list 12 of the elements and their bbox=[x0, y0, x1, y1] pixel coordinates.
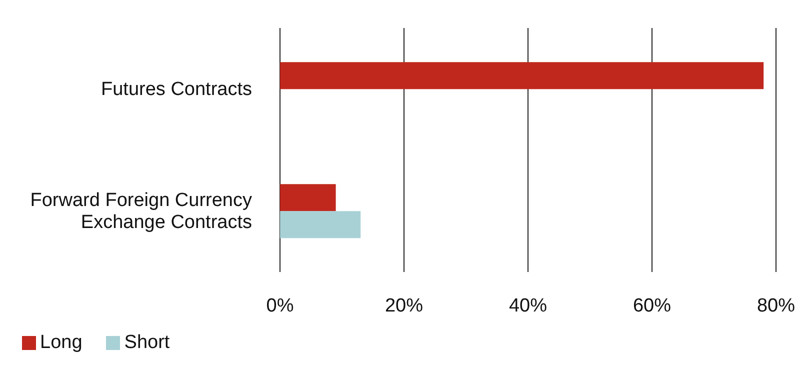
x-tick-label: 80% bbox=[756, 295, 796, 316]
x-tick-label: 0% bbox=[266, 295, 294, 316]
legend-label: Short bbox=[124, 332, 170, 353]
y-tick-label: Futures Contracts bbox=[101, 78, 252, 100]
x-tick-label: 60% bbox=[632, 295, 672, 316]
bar bbox=[280, 184, 336, 212]
bar bbox=[280, 211, 361, 238]
y-tick-label: Forward Foreign Currency Exchange Contracts bbox=[30, 190, 252, 232]
legend-label: Long bbox=[40, 332, 82, 353]
bar bbox=[280, 62, 764, 90]
x-tick-label: 40% bbox=[508, 295, 548, 316]
x-tick-label: 20% bbox=[384, 295, 424, 316]
